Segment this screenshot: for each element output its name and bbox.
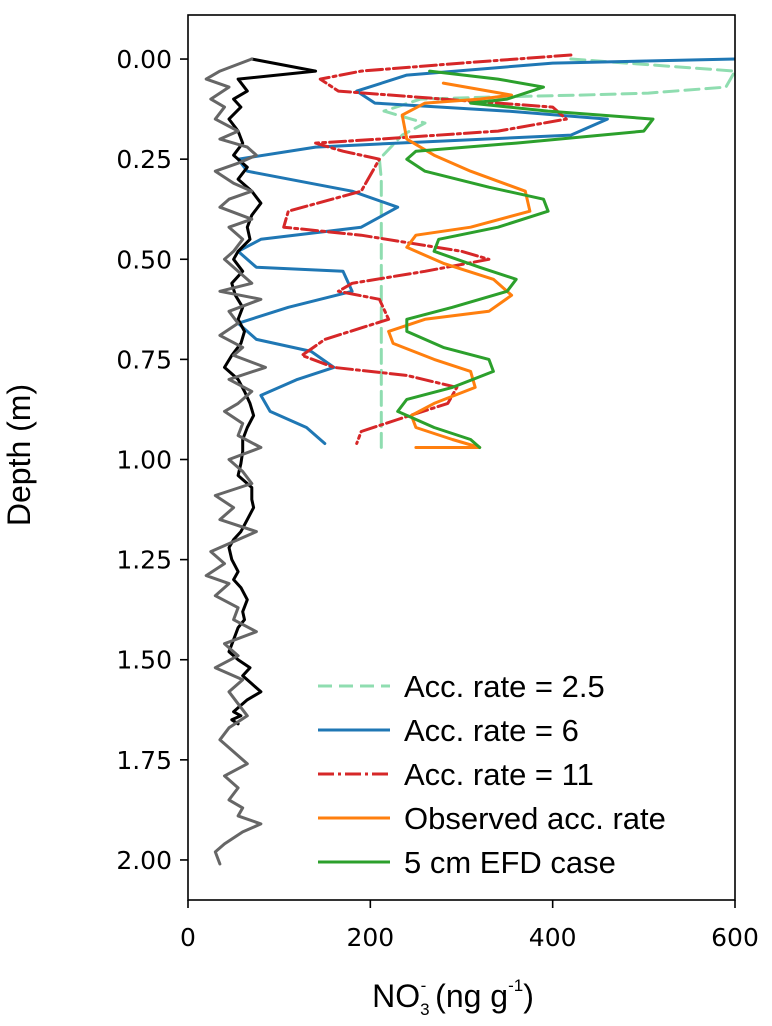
y-tick-label: 1.00: [116, 446, 172, 475]
y-tick-label: 1.50: [116, 646, 172, 675]
x-axis-label-sub: 3: [420, 1000, 429, 1019]
y-tick-label: 0.25: [116, 145, 172, 174]
legend-label: Acc. rate = 6: [404, 713, 579, 748]
y-tick-label: 2.00: [116, 846, 172, 875]
x-tick-label: 200: [346, 923, 394, 952]
y-tick-label: 0.75: [116, 345, 172, 374]
series-line-5: [223, 57, 318, 726]
legend: Acc. rate = 2.5 Acc. rate = 6 Acc. rate = …: [318, 669, 666, 880]
legend-label: Acc. rate = 11: [404, 757, 594, 792]
legend-label: Acc. rate = 2.5: [404, 669, 605, 704]
y-tick-label: 0.50: [116, 245, 172, 274]
legend-label: 5 cm EFD case: [404, 845, 616, 880]
plot-frame: [187, 14, 736, 901]
x-tick-label: 0: [180, 923, 196, 952]
y-tick-label: 1.75: [116, 746, 172, 775]
x-axis-label-rest-sup: -1: [508, 976, 523, 995]
series-line-6: [204, 57, 267, 866]
legend-label: Observed acc. rate: [404, 801, 666, 836]
x-tick-label: 400: [529, 923, 577, 952]
y-axis-label: Depth (m): [1, 384, 37, 526]
series-line-0: [377, 57, 735, 449]
y-tick-label: 1.25: [116, 546, 172, 575]
x-axis-label-tail: ): [523, 978, 534, 1014]
x-axis-label-rest: (ng g: [426, 978, 508, 1014]
plot-lines: [204, 53, 735, 866]
y-tick-label: 0.00: [116, 45, 172, 74]
series-line-4: [396, 69, 655, 449]
x-axis-label-sup: -: [421, 976, 427, 995]
x-axis-label-main: NO: [372, 978, 420, 1014]
series-line-1: [236, 57, 735, 445]
x-tick-label: 600: [711, 923, 759, 952]
x-axis-label: NO3 - (ng g-1): [372, 976, 534, 1019]
axis-ticks: 0 200 400 600 0.00 0.25 0.50 0.75 1.00 1.25 1.50 1.…: [116, 45, 759, 952]
series-line-3: [387, 81, 532, 449]
